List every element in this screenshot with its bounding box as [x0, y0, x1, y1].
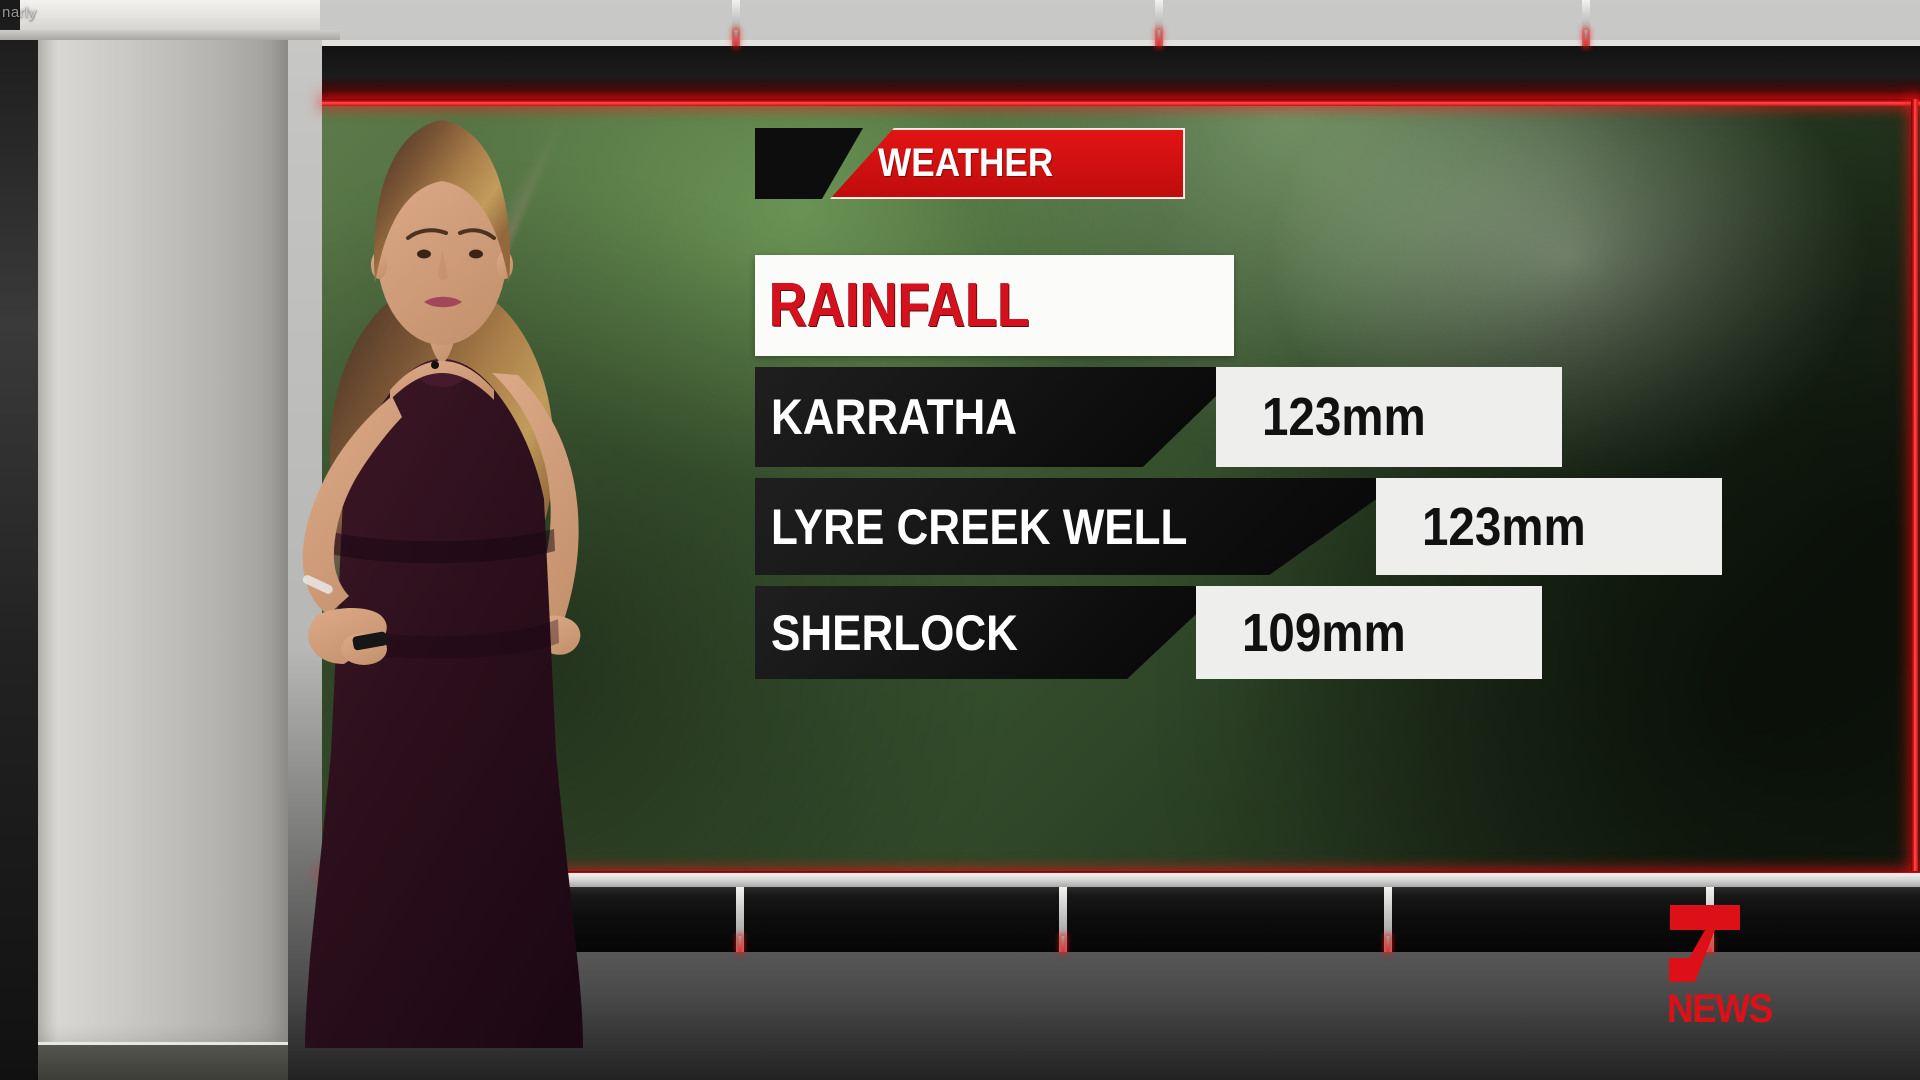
svg-text:NEWS: NEWS: [1667, 987, 1773, 1030]
